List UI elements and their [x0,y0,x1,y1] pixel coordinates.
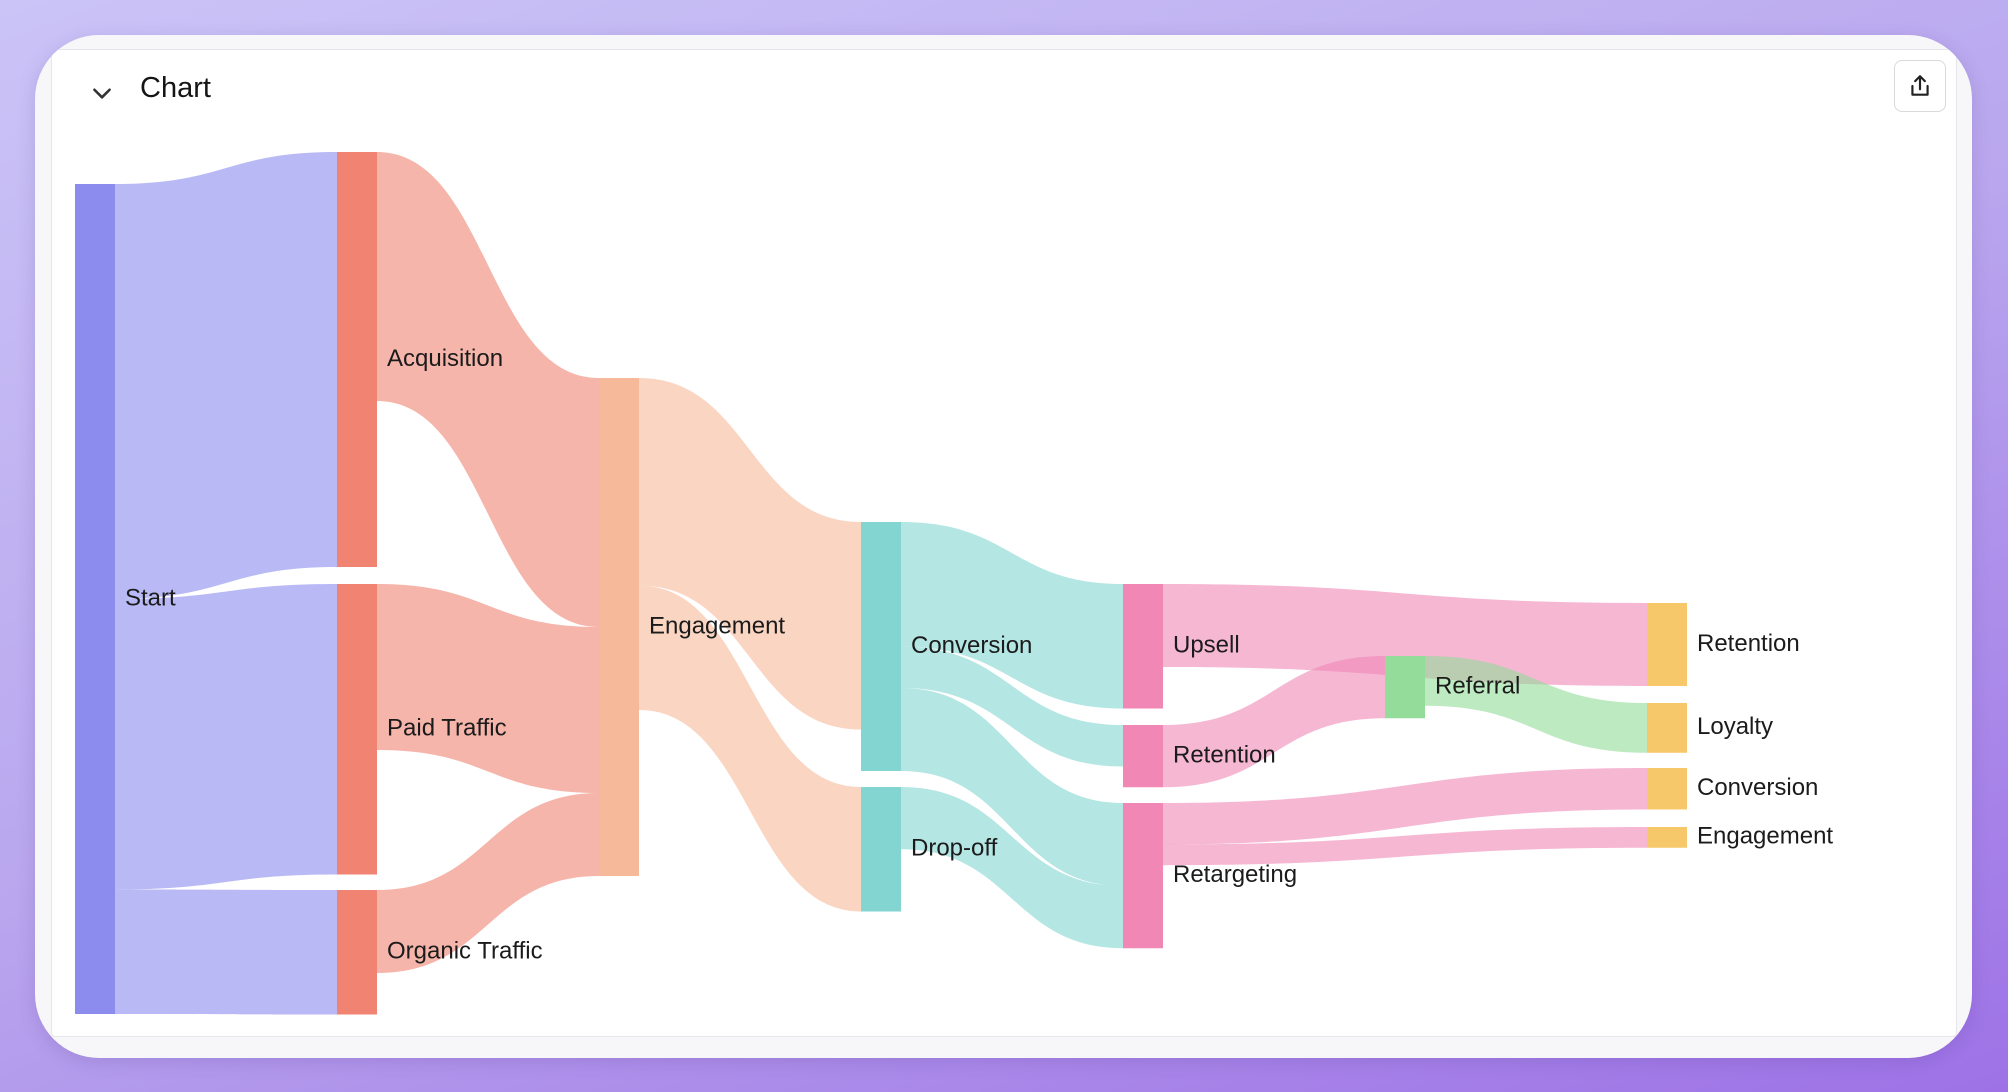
node-conversion[interactable] [861,522,901,771]
link-retention-referral[interactable] [1163,656,1385,788]
node-label-conversion: Conversion [911,632,1032,659]
node-paid[interactable] [337,584,377,875]
node-label-start: Start [125,584,176,611]
node-retention2[interactable] [1647,603,1687,686]
node-conversion2[interactable] [1647,768,1687,810]
node-label-conversion2: Conversion [1697,774,1818,801]
link-dropoff-retargeting[interactable] [901,787,1123,949]
link-conversion-retention[interactable] [901,646,1123,767]
link-referral-loyalty[interactable] [1425,656,1647,753]
node-acquisition[interactable] [337,152,377,567]
node-start[interactable] [75,184,115,1014]
link-upsell-retention2[interactable] [1163,584,1647,686]
link-conversion-upsell[interactable] [901,522,1123,709]
link-acquisition-engagement[interactable] [377,152,599,627]
link-start-paid[interactable] [115,584,337,890]
node-label-engagement2: Engagement [1697,823,1833,850]
node-label-upsell: Upsell [1173,632,1240,659]
link-start-acquisition[interactable] [115,152,337,599]
link-retargeting-conversion2[interactable] [1163,768,1647,845]
node-dropoff[interactable] [861,787,901,912]
node-retargeting[interactable] [1123,803,1163,949]
node-retention[interactable] [1123,725,1163,788]
link-conversion-retargeting[interactable] [901,688,1123,886]
link-retargeting-engagement2[interactable] [1163,827,1647,866]
node-engagement[interactable] [599,378,639,876]
link-start-organic[interactable] [115,889,337,1015]
link-paid-engagement[interactable] [377,584,599,793]
link-engagement-dropoff[interactable] [639,585,861,912]
link-organic-engagement[interactable] [377,793,599,973]
node-label-organic: Organic Traffic [387,938,543,965]
node-organic[interactable] [337,890,377,1015]
node-label-retargeting: Retargeting [1173,861,1297,888]
node-label-engagement: Engagement [649,612,785,639]
node-label-dropoff: Drop-off [911,835,998,862]
node-label-retention: Retention [1173,741,1276,768]
node-label-acquisition: Acquisition [387,345,503,372]
link-engagement-conversion[interactable] [639,378,861,730]
node-label-referral: Referral [1435,672,1520,699]
chart-title: Chart [140,72,211,104]
node-label-loyalty: Loyalty [1697,713,1773,740]
node-engagement2[interactable] [1647,827,1687,848]
share-button[interactable] [1894,60,1946,112]
node-label-paid: Paid Traffic [387,715,507,742]
node-upsell[interactable] [1123,584,1163,709]
node-label-retention2: Retention [1697,630,1800,657]
node-referral[interactable] [1385,656,1425,719]
chevron-down-icon[interactable] [89,80,115,106]
share-icon [1911,75,1929,96]
node-loyalty[interactable] [1647,703,1687,753]
